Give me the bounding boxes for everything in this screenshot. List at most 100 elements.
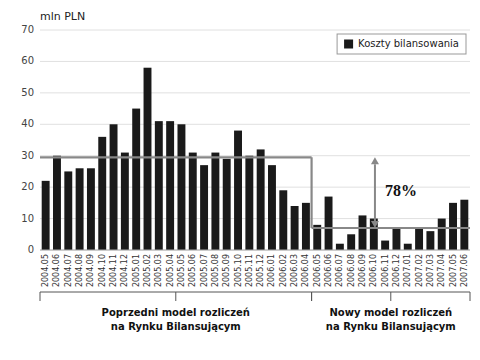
bar	[155, 121, 163, 250]
y-tick-label: 30	[21, 150, 34, 161]
x-tick-label: 2007.06	[460, 254, 469, 287]
bar	[132, 109, 140, 250]
x-tick-label: 2004.10	[98, 254, 107, 287]
legend-label: Koszty bilansowania	[358, 38, 459, 49]
x-axis-line	[40, 250, 470, 251]
x-tick-label: 2006.10	[369, 254, 378, 287]
bar	[177, 124, 185, 250]
bar	[87, 168, 95, 250]
bar	[257, 149, 265, 250]
x-tick-label: 2007.03	[426, 254, 435, 287]
bar	[234, 131, 242, 250]
y-tick-label: 50	[21, 87, 34, 98]
y-axis-label: mln PLN	[40, 10, 85, 23]
bar	[144, 68, 152, 250]
x-tick-label: 2005.04	[166, 254, 175, 287]
bar	[110, 124, 118, 250]
x-tick-label: 2006.06	[324, 254, 333, 287]
bar	[211, 153, 219, 250]
bar	[291, 206, 299, 250]
x-tick-label: 2005.07	[200, 254, 209, 287]
level-drop	[310, 157, 312, 228]
bar	[245, 156, 253, 250]
x-tick-label: 2006.01	[267, 254, 276, 287]
plot-area	[40, 68, 470, 250]
x-tick-label: 2004.07	[64, 254, 73, 287]
bar	[347, 234, 355, 250]
x-tick-label: 2004.09	[86, 254, 95, 287]
bar	[166, 121, 174, 250]
arrow-head	[371, 221, 379, 228]
x-tick-label: 2005.12	[256, 254, 265, 287]
x-tick-label: 2005.02	[143, 254, 152, 287]
legend-box	[337, 34, 466, 54]
bar	[200, 165, 208, 250]
bar	[268, 165, 276, 250]
y-tick-label: 10	[21, 213, 34, 224]
x-tick-label: 2004.05	[41, 254, 50, 287]
x-tick-label: 2006.03	[290, 254, 299, 287]
arrow-head	[371, 157, 379, 164]
y-tick-label: 0	[28, 244, 34, 255]
x-tick-label: 2006.08	[347, 254, 356, 287]
bar	[189, 153, 197, 250]
x-tick-label: 2005.09	[222, 254, 231, 287]
x-tick-label: 2006.11	[381, 254, 390, 287]
bar	[460, 200, 468, 250]
y-tick-label: 60	[21, 55, 34, 66]
bar	[336, 244, 344, 250]
grid-line	[40, 250, 470, 251]
x-tick-label: 2005.03	[154, 254, 163, 287]
y-tick-label: 70	[21, 24, 34, 35]
bar	[325, 197, 333, 250]
grid-line	[40, 92, 470, 93]
bar	[279, 190, 287, 250]
period-bracket	[40, 292, 312, 301]
y-tick-label: 20	[21, 181, 34, 192]
x-tick-label: 2007.02	[415, 254, 424, 287]
x-tick-label: 2006.12	[392, 254, 401, 287]
x-tick-label: 2005.05	[177, 254, 186, 287]
x-tick-label: 2004.08	[75, 254, 84, 287]
x-tick-label: 2004.06	[52, 254, 61, 287]
x-tick-label: 2005.01	[132, 254, 141, 287]
chart: 010203040506070mln PLN2004.052004.062004…	[0, 0, 480, 360]
grid	[40, 30, 470, 250]
period-label: Poprzedni model rozliczeń	[102, 307, 250, 318]
bar	[42, 181, 50, 250]
bar	[449, 203, 457, 250]
bar	[381, 241, 389, 250]
bar	[359, 215, 367, 250]
bar	[415, 228, 423, 250]
level-line	[40, 156, 312, 158]
bar	[426, 231, 434, 250]
bar	[223, 159, 231, 250]
x-tick-label: 2006.07	[335, 254, 344, 287]
legend: Koszty bilansowania	[337, 34, 466, 54]
change-arrow	[371, 157, 379, 228]
bar	[64, 171, 72, 250]
x-tick-label: 2007.05	[449, 254, 458, 287]
grid-line	[40, 30, 470, 31]
period-bracket	[312, 292, 470, 301]
arrow-shaft	[374, 164, 376, 221]
change-label: 78%	[385, 182, 417, 199]
bar	[121, 153, 129, 250]
x-tick-label: 2005.10	[234, 254, 243, 287]
bar	[302, 203, 310, 250]
bar	[392, 228, 400, 250]
period-label: na Rynku Bilansującym	[111, 321, 241, 332]
period-label: na Rynku Bilansującym	[326, 321, 456, 332]
x-tick-label: 2007.04	[437, 254, 446, 287]
x-tick-label: 2004.11	[109, 254, 118, 287]
period-label: Nowy model rozliczeń	[329, 307, 452, 318]
x-tick-label: 2006.02	[279, 254, 288, 287]
bar	[53, 156, 61, 250]
level-line	[312, 227, 470, 229]
x-tick-label: 2007.01	[403, 254, 412, 287]
x-tick-label: 2005.11	[245, 254, 254, 287]
legend-swatch	[344, 40, 353, 49]
grid-line	[40, 61, 470, 62]
bar	[76, 168, 84, 250]
grid-line	[40, 124, 470, 125]
